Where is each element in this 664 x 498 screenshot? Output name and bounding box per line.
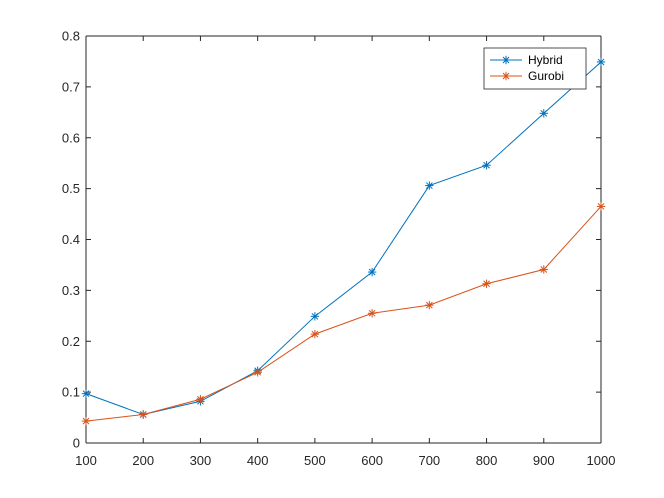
y-tick-label: 0 bbox=[73, 436, 80, 451]
y-tick-label: 0.7 bbox=[62, 79, 80, 94]
data-point-gurobi bbox=[253, 368, 262, 377]
x-tick-label: 500 bbox=[304, 453, 326, 468]
series-line-gurobi bbox=[85, 206, 602, 422]
data-point-hybrid bbox=[310, 312, 320, 321]
data-point-gurobi bbox=[196, 395, 205, 404]
y-tick-label: 0.5 bbox=[62, 181, 80, 196]
legend-box bbox=[483, 47, 587, 90]
legend-marker-gurobi bbox=[501, 71, 511, 81]
legend-items: Hybrid Gurobi bbox=[490, 53, 564, 83]
data-point-hybrid bbox=[482, 161, 491, 170]
x-tick-label: 1000 bbox=[587, 453, 616, 468]
y-tick-label: 0.4 bbox=[62, 232, 80, 247]
x-tick-label: 700 bbox=[418, 453, 440, 468]
x-tick-label: 800 bbox=[476, 453, 498, 468]
y-tick-label: 0.3 bbox=[62, 283, 80, 298]
data-point-gurobi bbox=[310, 329, 320, 339]
data-point-gurobi bbox=[482, 279, 491, 288]
y-tick-label: 0.1 bbox=[62, 385, 80, 400]
data-point-hybrid bbox=[367, 267, 377, 277]
legend-label-hybrid: Hybrid bbox=[528, 53, 563, 67]
data-point-hybrid bbox=[596, 57, 606, 67]
x-tick-label: 200 bbox=[132, 453, 154, 468]
data-point-hybrid bbox=[539, 109, 548, 118]
y-tick-label: 0.8 bbox=[62, 29, 80, 44]
data-point-gurobi bbox=[139, 410, 148, 419]
x-tick-label: 400 bbox=[247, 453, 269, 468]
data-point-gurobi bbox=[81, 416, 91, 426]
x-tick-label: 900 bbox=[533, 453, 555, 468]
series-line-hybrid bbox=[85, 61, 602, 416]
legend-label-gurobi: Gurobi bbox=[528, 69, 564, 83]
data-point-gurobi bbox=[425, 300, 434, 310]
legend-marker-hybrid bbox=[501, 55, 511, 65]
y-tick-label: 0.6 bbox=[62, 130, 80, 145]
x-tick-label: 100 bbox=[75, 453, 97, 468]
x-tick-label: 300 bbox=[190, 453, 212, 468]
data-point-gurobi bbox=[596, 202, 606, 211]
series-layer bbox=[81, 57, 606, 426]
data-point-hybrid bbox=[425, 181, 434, 190]
legend: Hybrid Gurobi bbox=[483, 47, 587, 90]
y-tick-label: 0.2 bbox=[62, 334, 80, 349]
axes: 100 200 300 400 500 600 700 800 900 1000 0 0.1 0.2 0.… bbox=[62, 29, 616, 469]
data-point-gurobi bbox=[539, 265, 548, 274]
x-tick-label: 600 bbox=[361, 453, 383, 468]
data-point-gurobi bbox=[367, 309, 377, 318]
data-point-hybrid bbox=[81, 389, 91, 398]
